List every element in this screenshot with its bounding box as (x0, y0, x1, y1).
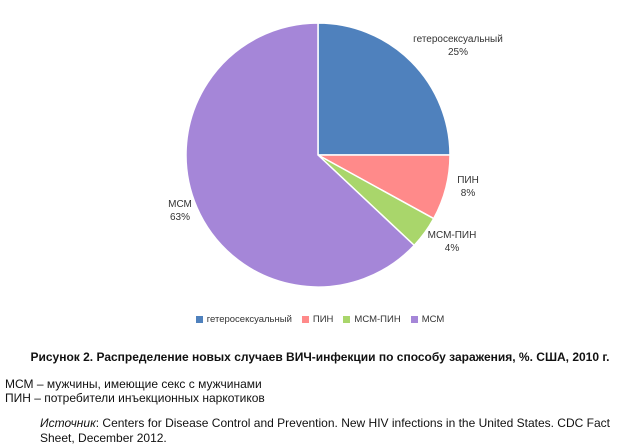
pie-chart: гетеросексуальный 25% ПИН 8% МСМ-ПИН 4% МСМ 63% (168, 22, 503, 288)
legend-swatch-heterosexual (195, 316, 203, 323)
abbreviation-msm: МСМ – мужчины, имеющие секс с мужчинами (5, 377, 262, 391)
slice-value-heterosexual: 25% (448, 47, 468, 58)
legend-label-msm-pin: МСМ-ПИН (354, 314, 401, 325)
legend-label-msm: МСМ (421, 314, 445, 325)
legend-item-pin: ПИН (301, 314, 334, 325)
pie-slice-msm (185, 22, 416, 288)
legend-swatch-pin (301, 316, 309, 323)
slice-value-pin: 8% (461, 188, 476, 199)
source-label: Источник (40, 416, 96, 430)
legend-swatch-msm-pin (343, 316, 351, 323)
legend-item-msm: МСМ (410, 314, 445, 325)
slice-value-msm-pin: 4% (445, 243, 460, 254)
source-text: : Centers for Disease Control and Preven… (40, 416, 610, 445)
source-note: Источник: Centers for Disease Control an… (40, 416, 620, 446)
slice-label-msm: МСМ (168, 199, 192, 210)
abbreviation-pin: ПИН – потребители инъекционных наркотико… (5, 391, 265, 405)
figure-caption: Рисунок 2. Распределение новых случаев В… (30, 350, 610, 364)
legend-item-msm-pin: МСМ-ПИН (343, 314, 401, 325)
chart-legend: гетеросексуальный ПИН МСМ-ПИН МСМ (0, 314, 640, 325)
legend-swatch-msm (410, 316, 418, 323)
pie-slice-heterosexual (317, 22, 451, 156)
slice-label-msm-pin: МСМ-ПИН (428, 230, 477, 241)
slice-label-heterosexual: гетеросексуальный (413, 34, 503, 45)
legend-label-pin: ПИН (312, 314, 334, 325)
legend-item-heterosexual: гетеросексуальный (195, 314, 292, 325)
legend-label-heterosexual: гетеросексуальный (206, 314, 292, 325)
slice-value-msm: 63% (170, 212, 190, 223)
pie-chart-svg: гетеросексуальный 25% ПИН 8% МСМ-ПИН 4% МСМ 63% (168, 22, 503, 288)
slice-label-pin: ПИН (457, 175, 479, 186)
